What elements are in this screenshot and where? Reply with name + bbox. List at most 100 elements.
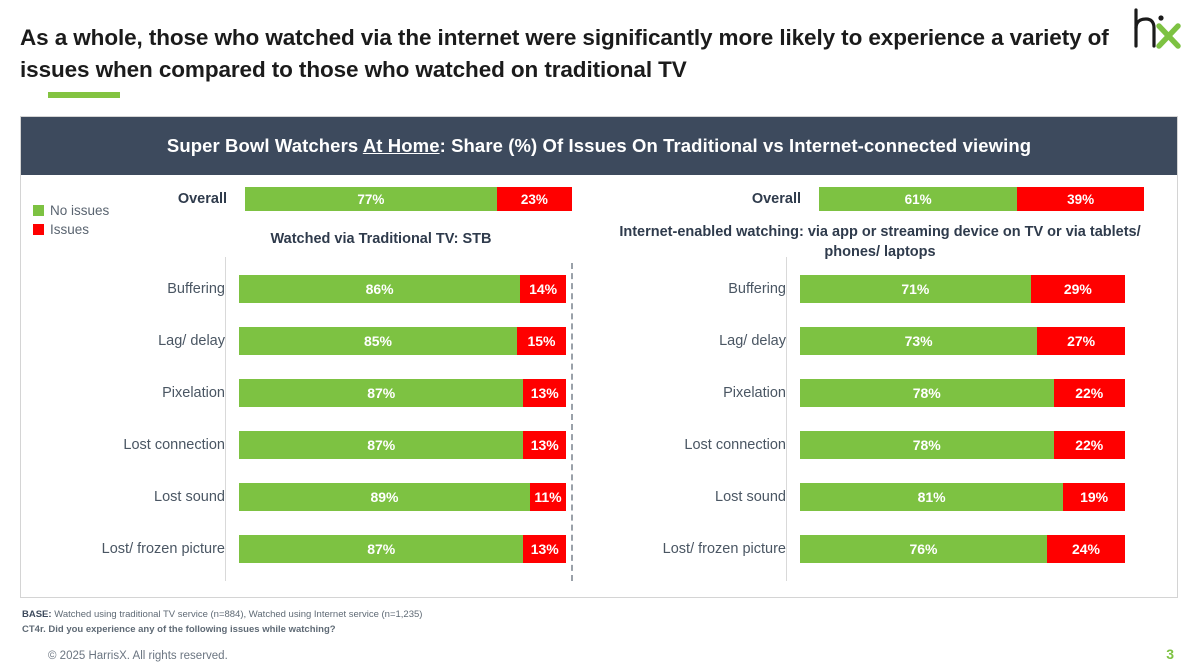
overall-segment-issues-internet: 39%	[1017, 187, 1144, 211]
segment-no-issues: 87%	[239, 431, 524, 459]
category-label: Pixelation	[162, 385, 225, 401]
stacked-bar: 87% 13%	[239, 431, 566, 459]
chart-header-title-part2: : Share (%) Of Issues On Traditional vs …	[439, 135, 1032, 156]
overall-label-traditional: Overall	[177, 191, 227, 207]
chart-header-title-part1: Super Bowl Watchers	[166, 135, 363, 156]
stacked-bar: 76% 24%	[800, 535, 1125, 563]
category-label: Lost connection	[684, 437, 786, 453]
overall-stacked-bar-traditional: 77% 23%	[245, 187, 572, 211]
overall-row-traditional: Overall 77% 23%	[141, 187, 572, 211]
chart-card: Super Bowl Watchers At Home: Share (%) O…	[20, 116, 1178, 598]
segment-no-issues: 73%	[800, 327, 1038, 355]
axis-line-traditional	[225, 257, 226, 581]
bar-row: Lag/ delay 85% 15%	[21, 315, 573, 367]
footnote-base-text: Watched using traditional TV service (n=…	[51, 609, 423, 620]
category-label: Lag/ delay	[158, 333, 225, 349]
stacked-bar: 87% 13%	[239, 379, 566, 407]
footnote-question: CT4r. Did you experience any of the foll…	[22, 623, 336, 635]
bar-row: Lost/ frozen picture 76% 24%	[581, 523, 1161, 575]
bar-row: Buffering 71% 29%	[581, 263, 1161, 315]
stacked-bar: 78% 22%	[800, 379, 1125, 407]
segment-issues: 27%	[1037, 327, 1125, 355]
title-accent-bar	[48, 92, 120, 98]
panel-internet-enabled: Overall 61% 39% Internet-enabled watchin…	[581, 117, 1179, 597]
bar-row: Lost sound 81% 19%	[581, 471, 1161, 523]
footnote-block: BASE: Watched using traditional TV servi…	[22, 608, 422, 637]
bar-rows-internet: Buffering 71% 29% Lag/ delay 73% 27% Pix…	[581, 263, 1161, 575]
overall-stacked-bar-internet: 61% 39%	[819, 187, 1144, 211]
bar-row: Lost connection 78% 22%	[581, 419, 1161, 471]
segment-issues: 22%	[1053, 431, 1125, 459]
category-label: Lost/ frozen picture	[662, 541, 786, 557]
chart-header-title: Super Bowl Watchers At Home: Share (%) O…	[167, 135, 1031, 157]
overall-label-internet: Overall	[751, 191, 801, 207]
segment-no-issues: 86%	[239, 275, 521, 303]
segment-no-issues: 85%	[239, 327, 517, 355]
segment-no-issues: 87%	[239, 535, 524, 563]
panel-traditional-tv: Overall 77% 23% Watched via Traditional …	[21, 117, 581, 597]
copyright-text: © 2025 HarrisX. All rights reserved.	[48, 650, 228, 662]
chart-legend: No issues Issues	[33, 203, 109, 241]
segment-issues: 13%	[523, 379, 566, 407]
category-label: Lost sound	[154, 489, 225, 505]
segment-no-issues: 71%	[800, 275, 1031, 303]
stacked-bar: 81% 19%	[800, 483, 1125, 511]
legend-item-no-issues: No issues	[33, 203, 109, 218]
category-label: Lost connection	[123, 437, 225, 453]
panel-subtitle-traditional: Watched via Traditional TV: STB	[270, 231, 492, 247]
category-label: Lost/ frozen picture	[101, 541, 225, 557]
category-label: Lost sound	[715, 489, 786, 505]
page-title: As a whole, those who watched via the in…	[20, 25, 1109, 82]
stacked-bar: 89% 11%	[239, 483, 566, 511]
bar-row: Lost sound 89% 11%	[21, 471, 573, 523]
footnote-base-label: BASE:	[22, 609, 52, 620]
overall-segment-no-issues-internet: 61%	[819, 187, 1018, 211]
legend-item-issues: Issues	[33, 222, 109, 237]
segment-issues: 13%	[523, 535, 566, 563]
segment-no-issues: 76%	[800, 535, 1047, 563]
bar-row: Lost/ frozen picture 87% 13%	[21, 523, 573, 575]
segment-issues: 13%	[523, 431, 566, 459]
segment-issues: 19%	[1063, 483, 1125, 511]
segment-no-issues: 78%	[800, 379, 1054, 407]
segment-issues: 15%	[516, 327, 566, 355]
category-label: Lag/ delay	[719, 333, 786, 349]
segment-issues: 11%	[530, 483, 566, 511]
overall-row-internet: Overall 61% 39%	[701, 187, 1151, 211]
segment-issues: 22%	[1053, 379, 1125, 407]
bar-row: Lag/ delay 73% 27%	[581, 315, 1161, 367]
panel-divider	[571, 263, 573, 581]
bar-row: Pixelation 87% 13%	[21, 367, 573, 419]
category-label: Pixelation	[723, 385, 786, 401]
overall-segment-no-issues-traditional: 77%	[245, 187, 497, 211]
legend-swatch-red-icon	[33, 224, 44, 235]
stacked-bar: 78% 22%	[800, 431, 1125, 459]
legend-label-issues: Issues	[50, 222, 90, 237]
segment-issues: 29%	[1030, 275, 1125, 303]
segment-issues: 14%	[520, 275, 566, 303]
stacked-bar: 85% 15%	[239, 327, 566, 355]
legend-swatch-green-icon	[33, 205, 44, 216]
stacked-bar: 86% 14%	[239, 275, 566, 303]
segment-issues: 24%	[1047, 535, 1125, 563]
bar-row: Buffering 86% 14%	[21, 263, 573, 315]
page-number: 3	[1166, 646, 1174, 662]
stacked-bar: 71% 29%	[800, 275, 1125, 303]
bar-rows-traditional: Buffering 86% 14% Lag/ delay 85% 15% Pix…	[21, 263, 573, 575]
overall-segment-issues-traditional: 23%	[496, 187, 572, 211]
chart-header-title-underlined: At Home	[362, 135, 440, 156]
bar-row: Lost connection 87% 13%	[21, 419, 573, 471]
stacked-bar: 87% 13%	[239, 535, 566, 563]
axis-line-internet	[786, 257, 787, 581]
category-label: Buffering	[167, 281, 225, 297]
segment-no-issues: 81%	[800, 483, 1064, 511]
bar-row: Pixelation 78% 22%	[581, 367, 1161, 419]
panel-subtitle-internet: Internet-enabled watching: via app or st…	[619, 224, 1141, 260]
harrisx-logo	[1128, 6, 1186, 54]
segment-no-issues: 89%	[239, 483, 531, 511]
segment-no-issues: 78%	[800, 431, 1054, 459]
segment-no-issues: 87%	[239, 379, 524, 407]
footnote-base: BASE: Watched using traditional TV servi…	[22, 608, 422, 623]
chart-header-banner: Super Bowl Watchers At Home: Share (%) O…	[21, 117, 1177, 175]
legend-label-no-issues: No issues	[50, 203, 110, 218]
